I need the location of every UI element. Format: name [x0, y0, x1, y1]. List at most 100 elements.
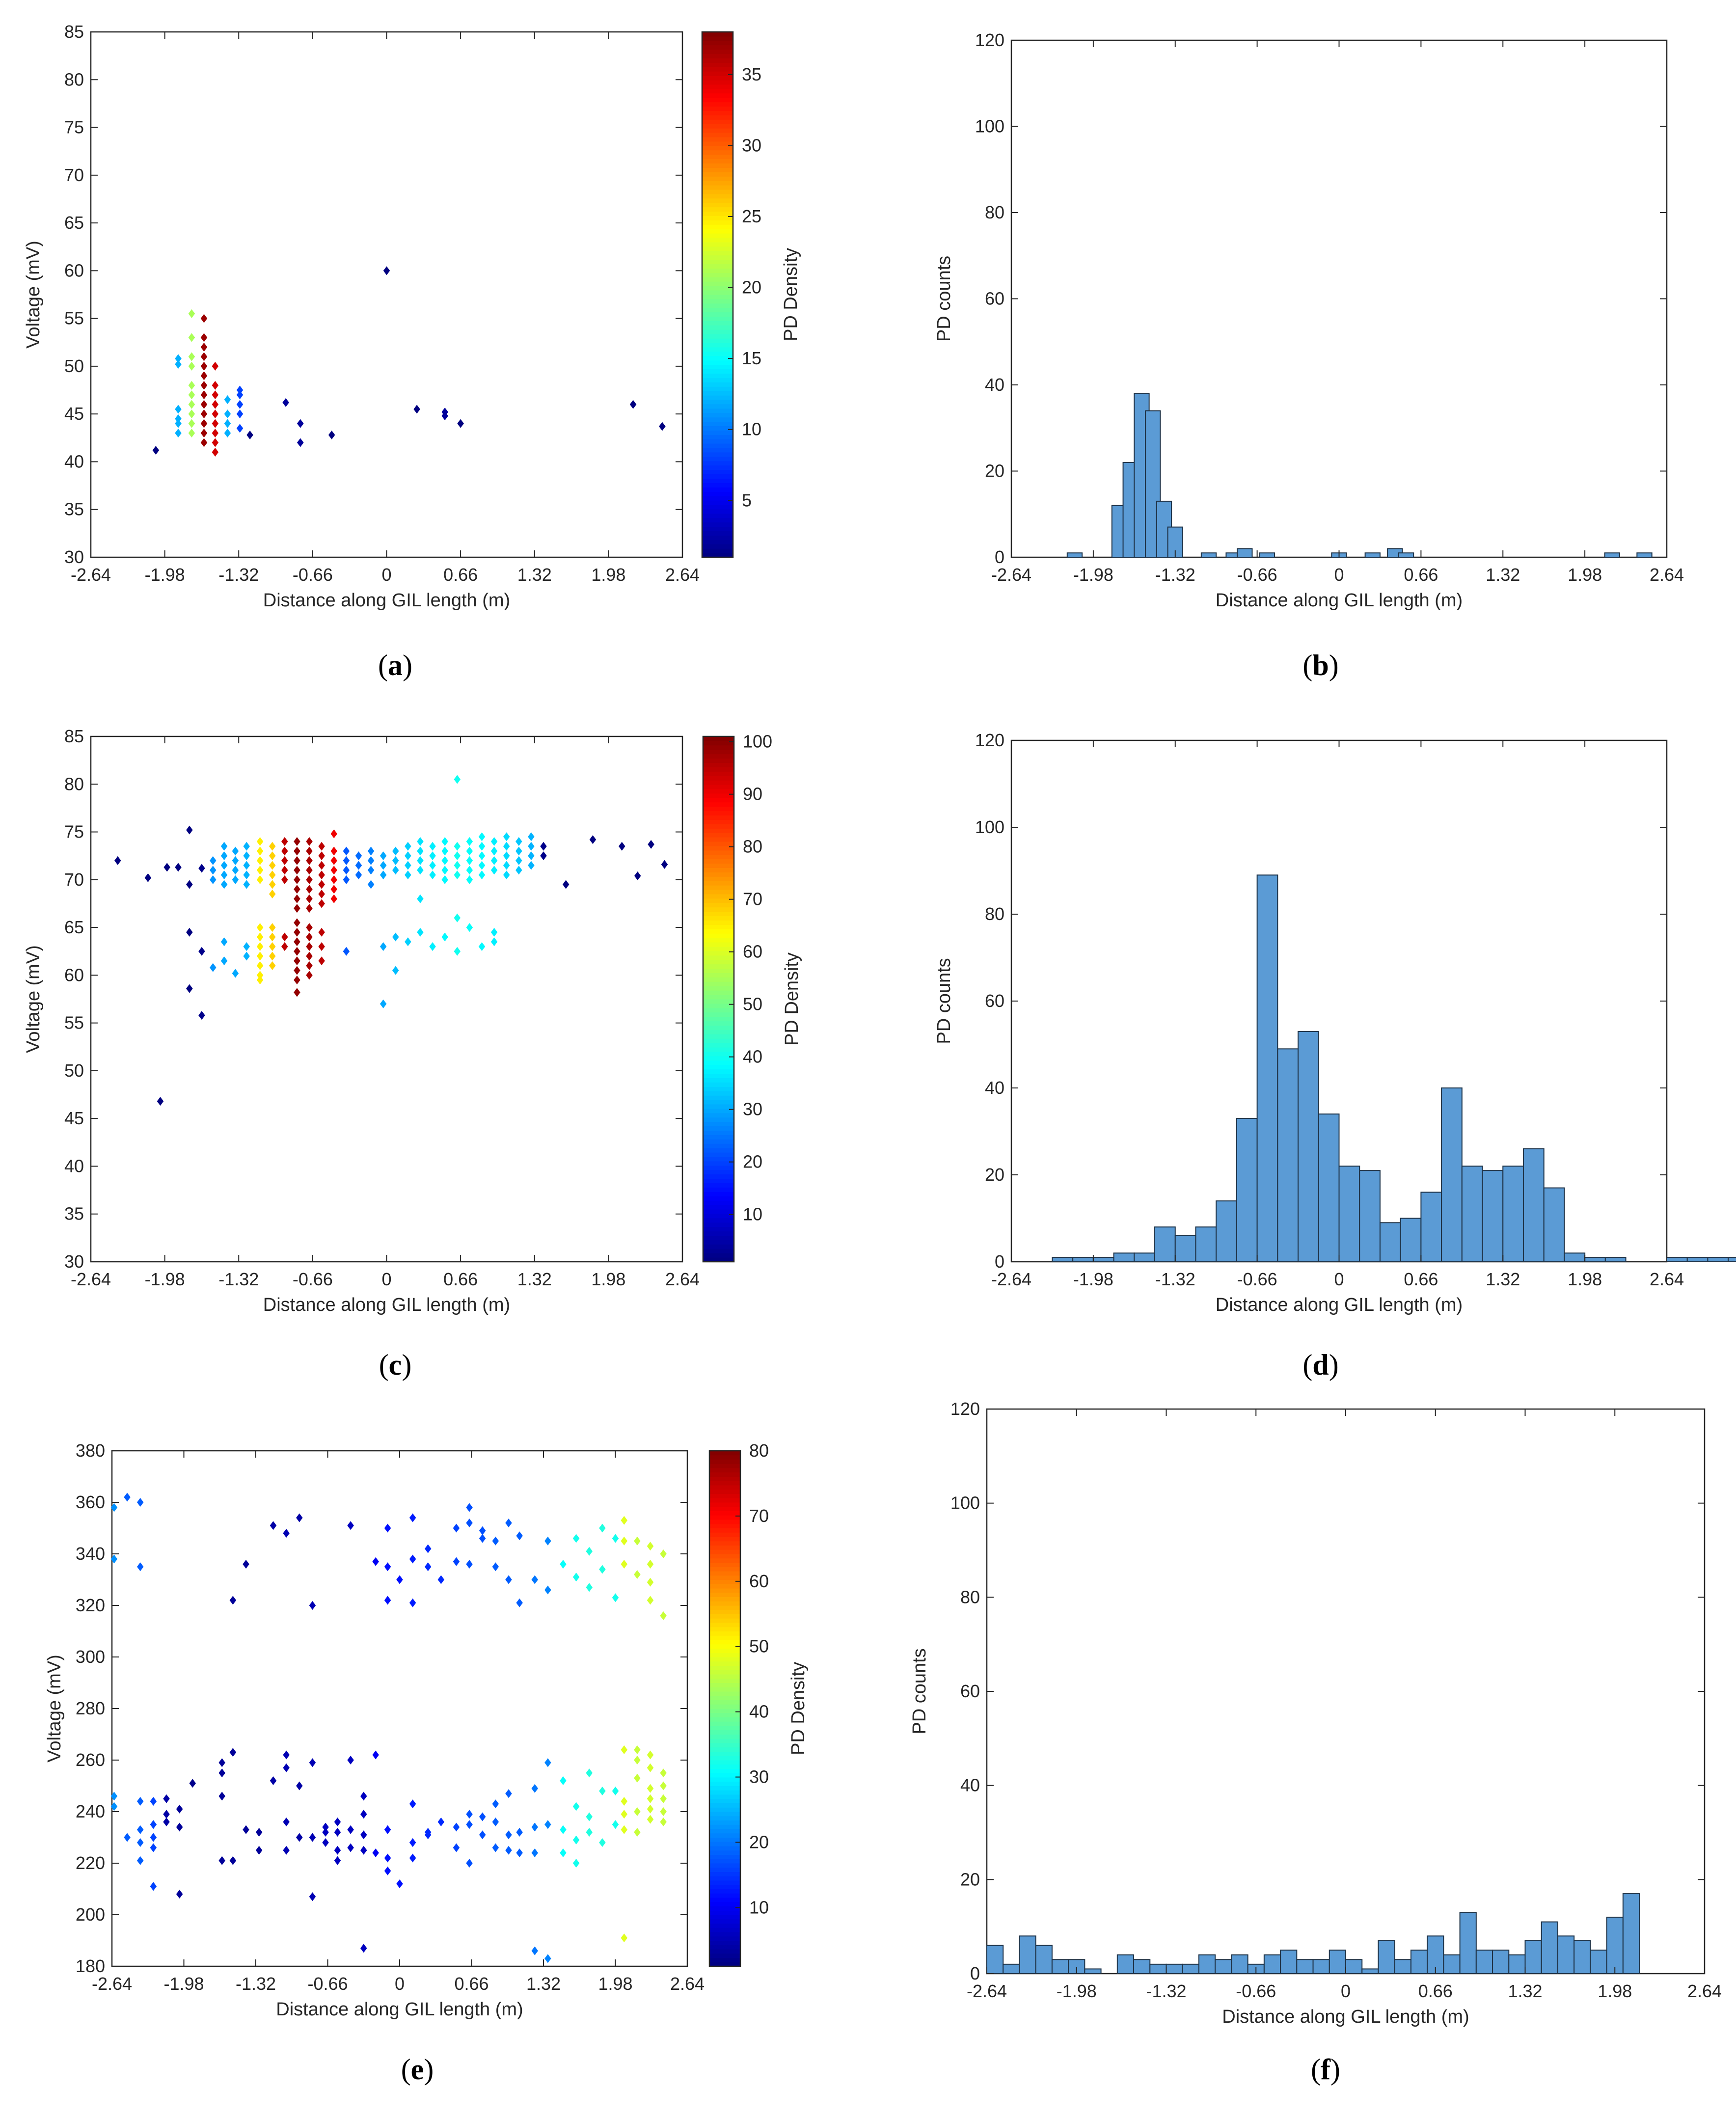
- point-e-38-5: [621, 1810, 628, 1819]
- colorbar-swatch: [703, 740, 734, 746]
- x-tick-label-c-3: -0.66: [293, 1269, 333, 1289]
- point-c-18-0: [343, 875, 350, 884]
- y-tick-label-c-6: 60: [64, 965, 84, 985]
- point-e-32-1: [544, 1585, 551, 1595]
- colorbar-swatch: [702, 290, 733, 295]
- y-tick-label-c-4: 50: [64, 1060, 84, 1081]
- colorbar-swatch: [709, 1906, 740, 1911]
- point-e-17-3: [347, 1843, 354, 1852]
- bar-d-3: [1072, 1257, 1094, 1262]
- colorbar-swatch: [702, 150, 733, 155]
- colorbar-swatch: [702, 412, 733, 418]
- point-e-40-7: [647, 1794, 654, 1803]
- colorbar-swatch: [703, 950, 734, 956]
- bar-f-20: [1312, 1959, 1330, 1974]
- point-a-1-0: [175, 429, 182, 438]
- point-c-10-6: [243, 951, 250, 961]
- point-c-26-1: [441, 866, 448, 875]
- point-e-7-1: [218, 1768, 225, 1778]
- colorbar-swatch: [709, 1889, 740, 1894]
- bar-f-8: [1116, 1954, 1135, 1975]
- y-tick-label-e-9: 360: [76, 1492, 105, 1512]
- caption-part: ): [424, 2053, 434, 2086]
- colorbar-swatch: [702, 495, 733, 501]
- colorbar-swatch: [702, 351, 733, 356]
- point-e-35-3: [586, 1812, 593, 1821]
- y-tick-label-a-5: 55: [64, 308, 84, 328]
- colorbar-swatch: [703, 845, 734, 851]
- colorbar-swatch: [703, 1183, 734, 1188]
- point-a-0-0: [152, 446, 160, 455]
- point-e-41-6: [660, 1818, 667, 1826]
- point-c-35-0: [562, 880, 570, 889]
- y-tick-label-d-4: 80: [985, 904, 1004, 924]
- bar-f-9: [1133, 1959, 1151, 1974]
- point-c-25-3: [429, 841, 436, 851]
- point-e-21-1: [396, 1879, 403, 1888]
- colorbar-swatch: [702, 211, 733, 216]
- y-tick-label-e-0: 180: [76, 1956, 105, 1976]
- colorbar-swatch: [703, 1213, 734, 1219]
- point-c-14-1: [294, 894, 300, 903]
- bar-b-7: [1200, 552, 1217, 558]
- point-c-12-2: [269, 870, 276, 880]
- colorbar-swatch: [703, 1086, 734, 1091]
- point-e-41-5: [660, 1807, 667, 1816]
- colorbar-swatch: [702, 233, 733, 238]
- colorbar-swatch: [703, 968, 734, 973]
- y-axis-label-f: PD counts: [909, 1648, 930, 1734]
- point-e-39-1: [634, 1570, 641, 1579]
- colorbar-swatch: [709, 1545, 740, 1550]
- colorbar-swatch: [702, 154, 733, 160]
- colorbar-swatch: [703, 990, 734, 995]
- colorbar-swatch: [702, 54, 733, 58]
- colorbar-swatch: [702, 456, 733, 461]
- point-e-7-3: [218, 1856, 225, 1865]
- colorbar-swatch: [702, 40, 733, 46]
- colorbar-swatch: [703, 937, 734, 943]
- point-a-15-0: [629, 400, 637, 409]
- colorbar-swatch: [709, 1497, 740, 1503]
- bar-d-14: [1298, 1031, 1319, 1262]
- point-e-13-0: [296, 1513, 303, 1522]
- colorbar-swatch: [702, 333, 733, 339]
- colorbar-swatch: [703, 1235, 734, 1240]
- point-e-29-1: [505, 1575, 512, 1584]
- colorbar-swatch: [703, 1073, 734, 1078]
- point-e-35-2: [586, 1768, 593, 1778]
- colorbar-swatch: [703, 1195, 734, 1201]
- point-c-30-4: [490, 927, 498, 937]
- point-e-38-2: [621, 1560, 628, 1569]
- y-tick-label-c-8: 70: [64, 869, 84, 890]
- plot-area-a: [90, 31, 683, 558]
- point-e-39-5: [634, 1807, 641, 1816]
- colorbar-swatch: [703, 1139, 734, 1144]
- colorbar-swatch: [709, 1631, 740, 1636]
- colorbar-swatch: [703, 1108, 734, 1113]
- point-e-37-0: [612, 1534, 619, 1543]
- point-c-39-0: [648, 840, 654, 849]
- colorbar-swatch: [709, 1742, 740, 1748]
- y-tick-label-e-7: 320: [76, 1595, 105, 1615]
- point-a-7-0: [246, 430, 253, 439]
- colorbar-swatch: [709, 1502, 740, 1507]
- point-c-23-3: [405, 841, 411, 851]
- colorbar-swatch: [702, 360, 733, 365]
- point-c-30-1: [490, 856, 498, 865]
- colorbar-swatch: [703, 1200, 734, 1205]
- colorbar-tick-label-c-7: 80: [743, 837, 762, 857]
- bar-f-11: [1166, 1963, 1183, 1974]
- point-c-30-5: [490, 937, 498, 947]
- point-c-16-8: [318, 942, 325, 951]
- bar-f-31: [1492, 1950, 1510, 1974]
- colorbar-swatch: [709, 1837, 740, 1842]
- colorbar-swatch: [709, 1747, 740, 1752]
- point-e-8-2: [229, 1856, 237, 1865]
- y-tick-label-f-6: 120: [950, 1399, 980, 1419]
- colorbar-swatch: [703, 1117, 734, 1122]
- colorbar-swatch: [702, 390, 733, 396]
- colorbar-swatch: [703, 863, 734, 868]
- point-e-8-0: [229, 1596, 237, 1605]
- point-c-27-1: [454, 861, 461, 870]
- colorbar-swatch: [702, 434, 733, 439]
